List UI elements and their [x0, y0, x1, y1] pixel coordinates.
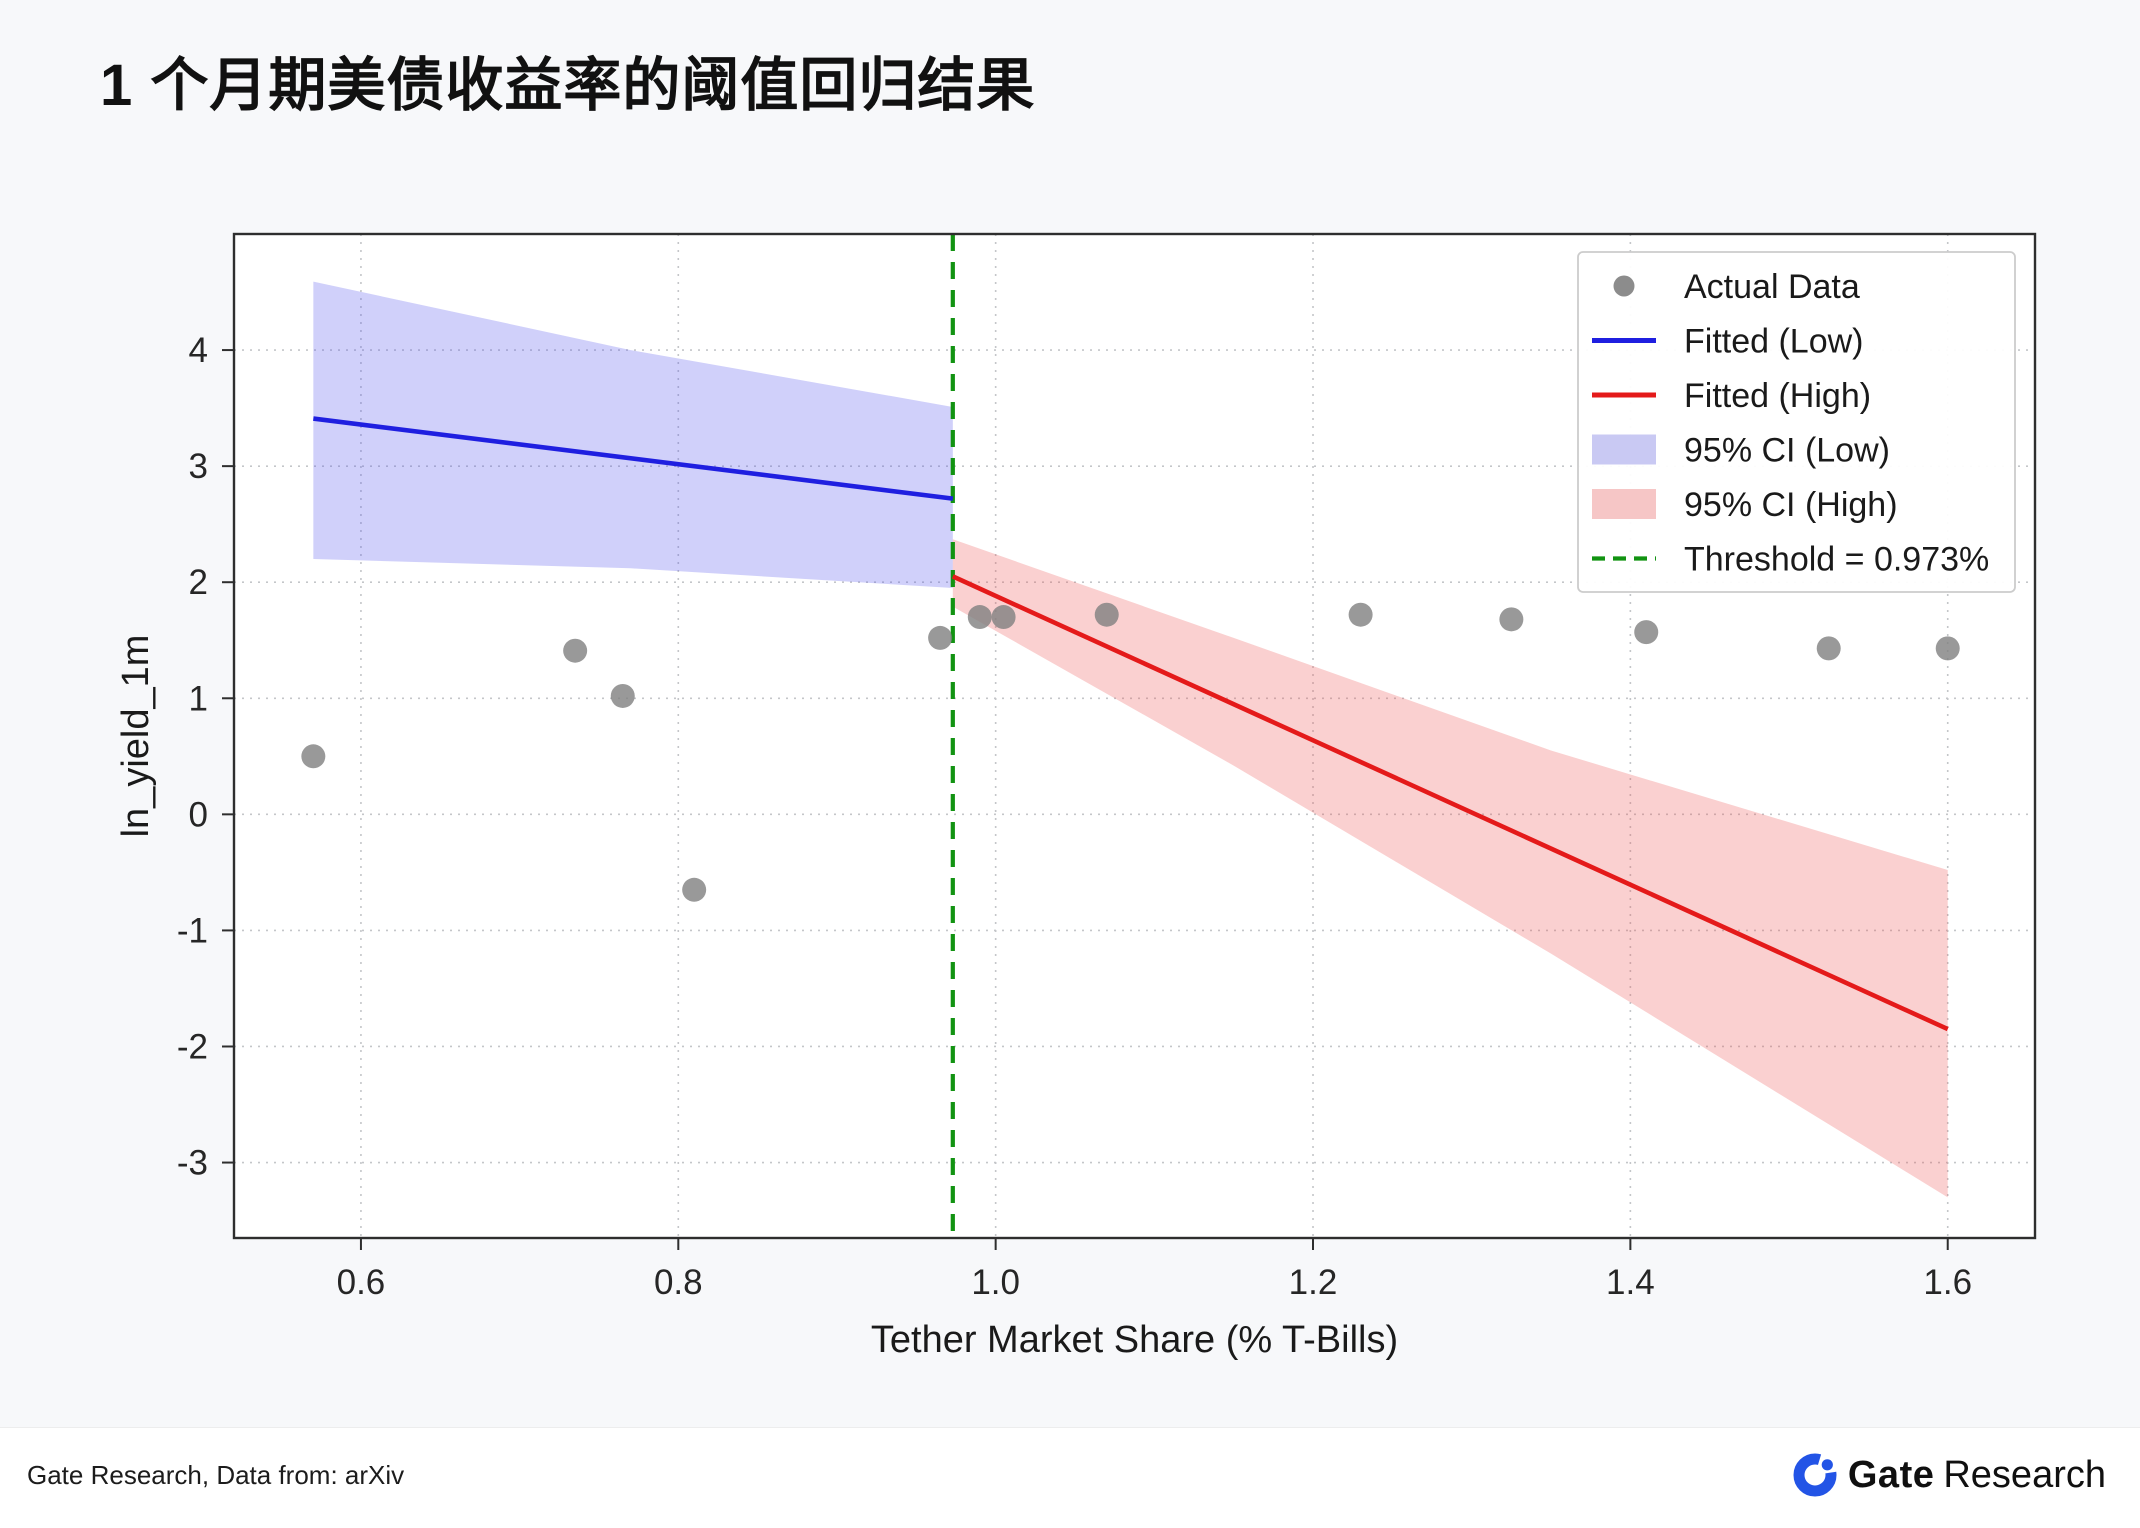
legend: Actual Data Fitted (Low) Fitted (High) 95% …	[1577, 251, 2016, 593]
fitted-low-line	[313, 416, 954, 501]
ci-low-band	[313, 281, 953, 589]
gate-research-logo: Gate Research	[1792, 1452, 2106, 1498]
legend-label-0: Actual Data	[1684, 268, 1860, 306]
page-title: 1 个月期美债收益率的阈值回归结果	[100, 53, 1036, 118]
legend-patch-3	[1592, 434, 1656, 465]
svg-text:-2: -2	[177, 1027, 208, 1066]
svg-text:1.4: 1.4	[1606, 1263, 1655, 1302]
axis-ticks	[222, 349, 1949, 1250]
legend-label-3: 95% CI (Low)	[1684, 432, 1890, 470]
fitted-high-line	[951, 574, 1949, 1032]
y-axis-label: ln_yield_1m	[115, 635, 157, 838]
ci-high-band	[952, 539, 1948, 1198]
legend-label-2: Fitted (High)	[1684, 377, 1871, 415]
svg-text:-1: -1	[177, 911, 208, 950]
source-note: Gate Research, Data from: arXiv	[27, 1460, 405, 1490]
svg-text:0.6: 0.6	[337, 1263, 386, 1302]
legend-patch-4	[1592, 489, 1656, 519]
svg-text:-3: -3	[177, 1144, 208, 1183]
legend-label-5: Threshold = 0.973%	[1684, 541, 1989, 579]
footer: Gate Research, Data from: arXiv Gate Rese…	[0, 1427, 2140, 1528]
x-axis-label: Tether Market Share (% T-Bills)	[871, 1319, 1398, 1361]
svg-text:0.8: 0.8	[654, 1263, 703, 1302]
legend-marker-0	[1613, 275, 1635, 297]
svg-text:1: 1	[189, 679, 208, 718]
svg-text:0: 0	[189, 795, 208, 834]
plot-border	[232, 232, 2037, 1240]
threshold-regression-chart: 0.6 0.8 1.0 1.2 1.4 1.6 -3 -2 -1 0 1 2 3 4 Tether Mark…	[115, 232, 2037, 1361]
svg-text:1.0: 1.0	[971, 1263, 1020, 1302]
svg-text:1.2: 1.2	[1289, 1263, 1338, 1302]
svg-text:4: 4	[189, 331, 208, 370]
logo-text-gate: Gate	[1847, 1453, 1935, 1496]
svg-text:1.6: 1.6	[1923, 1263, 1972, 1302]
gate-logo-icon	[1793, 1453, 1837, 1497]
legend-label-1: Fitted (Low)	[1684, 323, 1864, 361]
svg-text:3: 3	[189, 447, 208, 486]
legend-label-4: 95% CI (High)	[1684, 486, 1898, 524]
svg-text:2: 2	[189, 563, 208, 602]
logo-text-research: Research	[1943, 1453, 2106, 1496]
actual-data-points	[301, 602, 1960, 902]
logo-text: Gate Research	[1848, 1454, 2106, 1497]
